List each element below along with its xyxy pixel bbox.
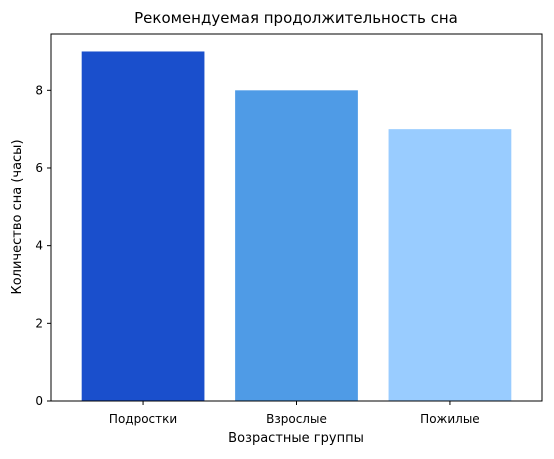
y-tick-label: 2 bbox=[35, 316, 43, 330]
y-axis-label: Количество сна (часы) bbox=[10, 139, 25, 294]
y-tick-label: 6 bbox=[35, 161, 43, 175]
x-tick-label: Пожилые bbox=[420, 412, 480, 426]
y-tick-label: 8 bbox=[35, 83, 43, 97]
x-tick-label: Взрослые bbox=[266, 412, 327, 426]
chart-title: Рекомендуемая продолжительность сна bbox=[134, 9, 458, 27]
bar-3 bbox=[388, 129, 512, 402]
x-tick-label: Подростки bbox=[109, 412, 177, 426]
bar-2 bbox=[235, 90, 358, 402]
y-axis-ticks: 0 2 4 6 8 bbox=[35, 83, 51, 408]
bars-layer bbox=[81, 51, 512, 402]
y-tick-label: 0 bbox=[35, 394, 43, 408]
x-axis-label: Возрастные группы bbox=[228, 431, 364, 446]
bar-1 bbox=[81, 51, 205, 401]
x-axis-ticks: Подростки Взрослые Пожилые bbox=[109, 401, 480, 426]
y-tick-label: 4 bbox=[35, 239, 43, 253]
